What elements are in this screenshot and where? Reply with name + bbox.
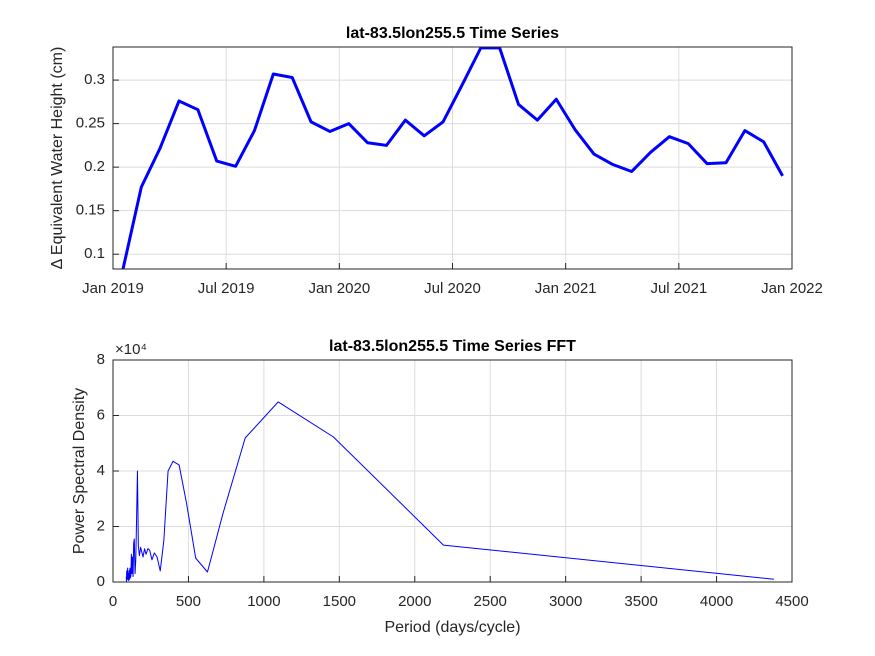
x-tick-label: 2500 bbox=[474, 593, 507, 610]
y-tick-label: 0.3 bbox=[84, 71, 105, 88]
x-tick-label: Jan 2019 bbox=[82, 280, 144, 297]
axes-box bbox=[112, 46, 793, 270]
x-tick-label: 4000 bbox=[700, 593, 733, 610]
x-tick-label: 3000 bbox=[549, 593, 582, 610]
y-tick-label: 0.2 bbox=[84, 158, 105, 175]
chart-title: lat-83.5lon255.5 Time Series bbox=[346, 25, 559, 42]
y-tick-label: 0 bbox=[97, 573, 105, 590]
chart-title: lat-83.5lon255.5 Time Series FFT bbox=[329, 338, 576, 355]
x-tick-label: Jan 2021 bbox=[535, 280, 597, 297]
x-tick-label: Jul 2020 bbox=[424, 280, 481, 297]
y-axis-label: Δ Equivalent Water Height (cm) bbox=[49, 47, 66, 270]
x-tick-label: 4500 bbox=[775, 593, 808, 610]
y-tick-label: 8 bbox=[97, 351, 105, 368]
x-tick-label: 2000 bbox=[398, 593, 431, 610]
x-tick-label: 1500 bbox=[323, 593, 356, 610]
x-axis-label: Period (days/cycle) bbox=[384, 619, 520, 636]
y-tick-label: 6 bbox=[97, 406, 105, 423]
y-tick-label: 0.1 bbox=[84, 245, 105, 262]
y-tick-label: 2 bbox=[97, 517, 105, 534]
x-tick-label: 0 bbox=[109, 593, 117, 610]
x-tick-label: 3500 bbox=[624, 593, 657, 610]
data-line bbox=[125, 401, 774, 582]
x-tick-label: Jul 2021 bbox=[650, 280, 707, 297]
y-tick-label: 0.25 bbox=[76, 115, 105, 132]
x-tick-label: Jan 2022 bbox=[761, 280, 823, 297]
x-tick-label: Jan 2020 bbox=[308, 280, 370, 297]
data-line bbox=[121, 47, 784, 269]
y-tick-label: 4 bbox=[97, 462, 105, 479]
axes-box bbox=[112, 359, 793, 583]
y-exponent-label: ×10⁴ bbox=[115, 341, 147, 358]
x-tick-label: 1000 bbox=[247, 593, 280, 610]
y-tick-label: 0.15 bbox=[76, 202, 105, 219]
y-axis-label: Power Spectral Density bbox=[71, 388, 88, 554]
x-tick-label: Jul 2019 bbox=[198, 280, 255, 297]
x-tick-label: 500 bbox=[176, 593, 201, 610]
